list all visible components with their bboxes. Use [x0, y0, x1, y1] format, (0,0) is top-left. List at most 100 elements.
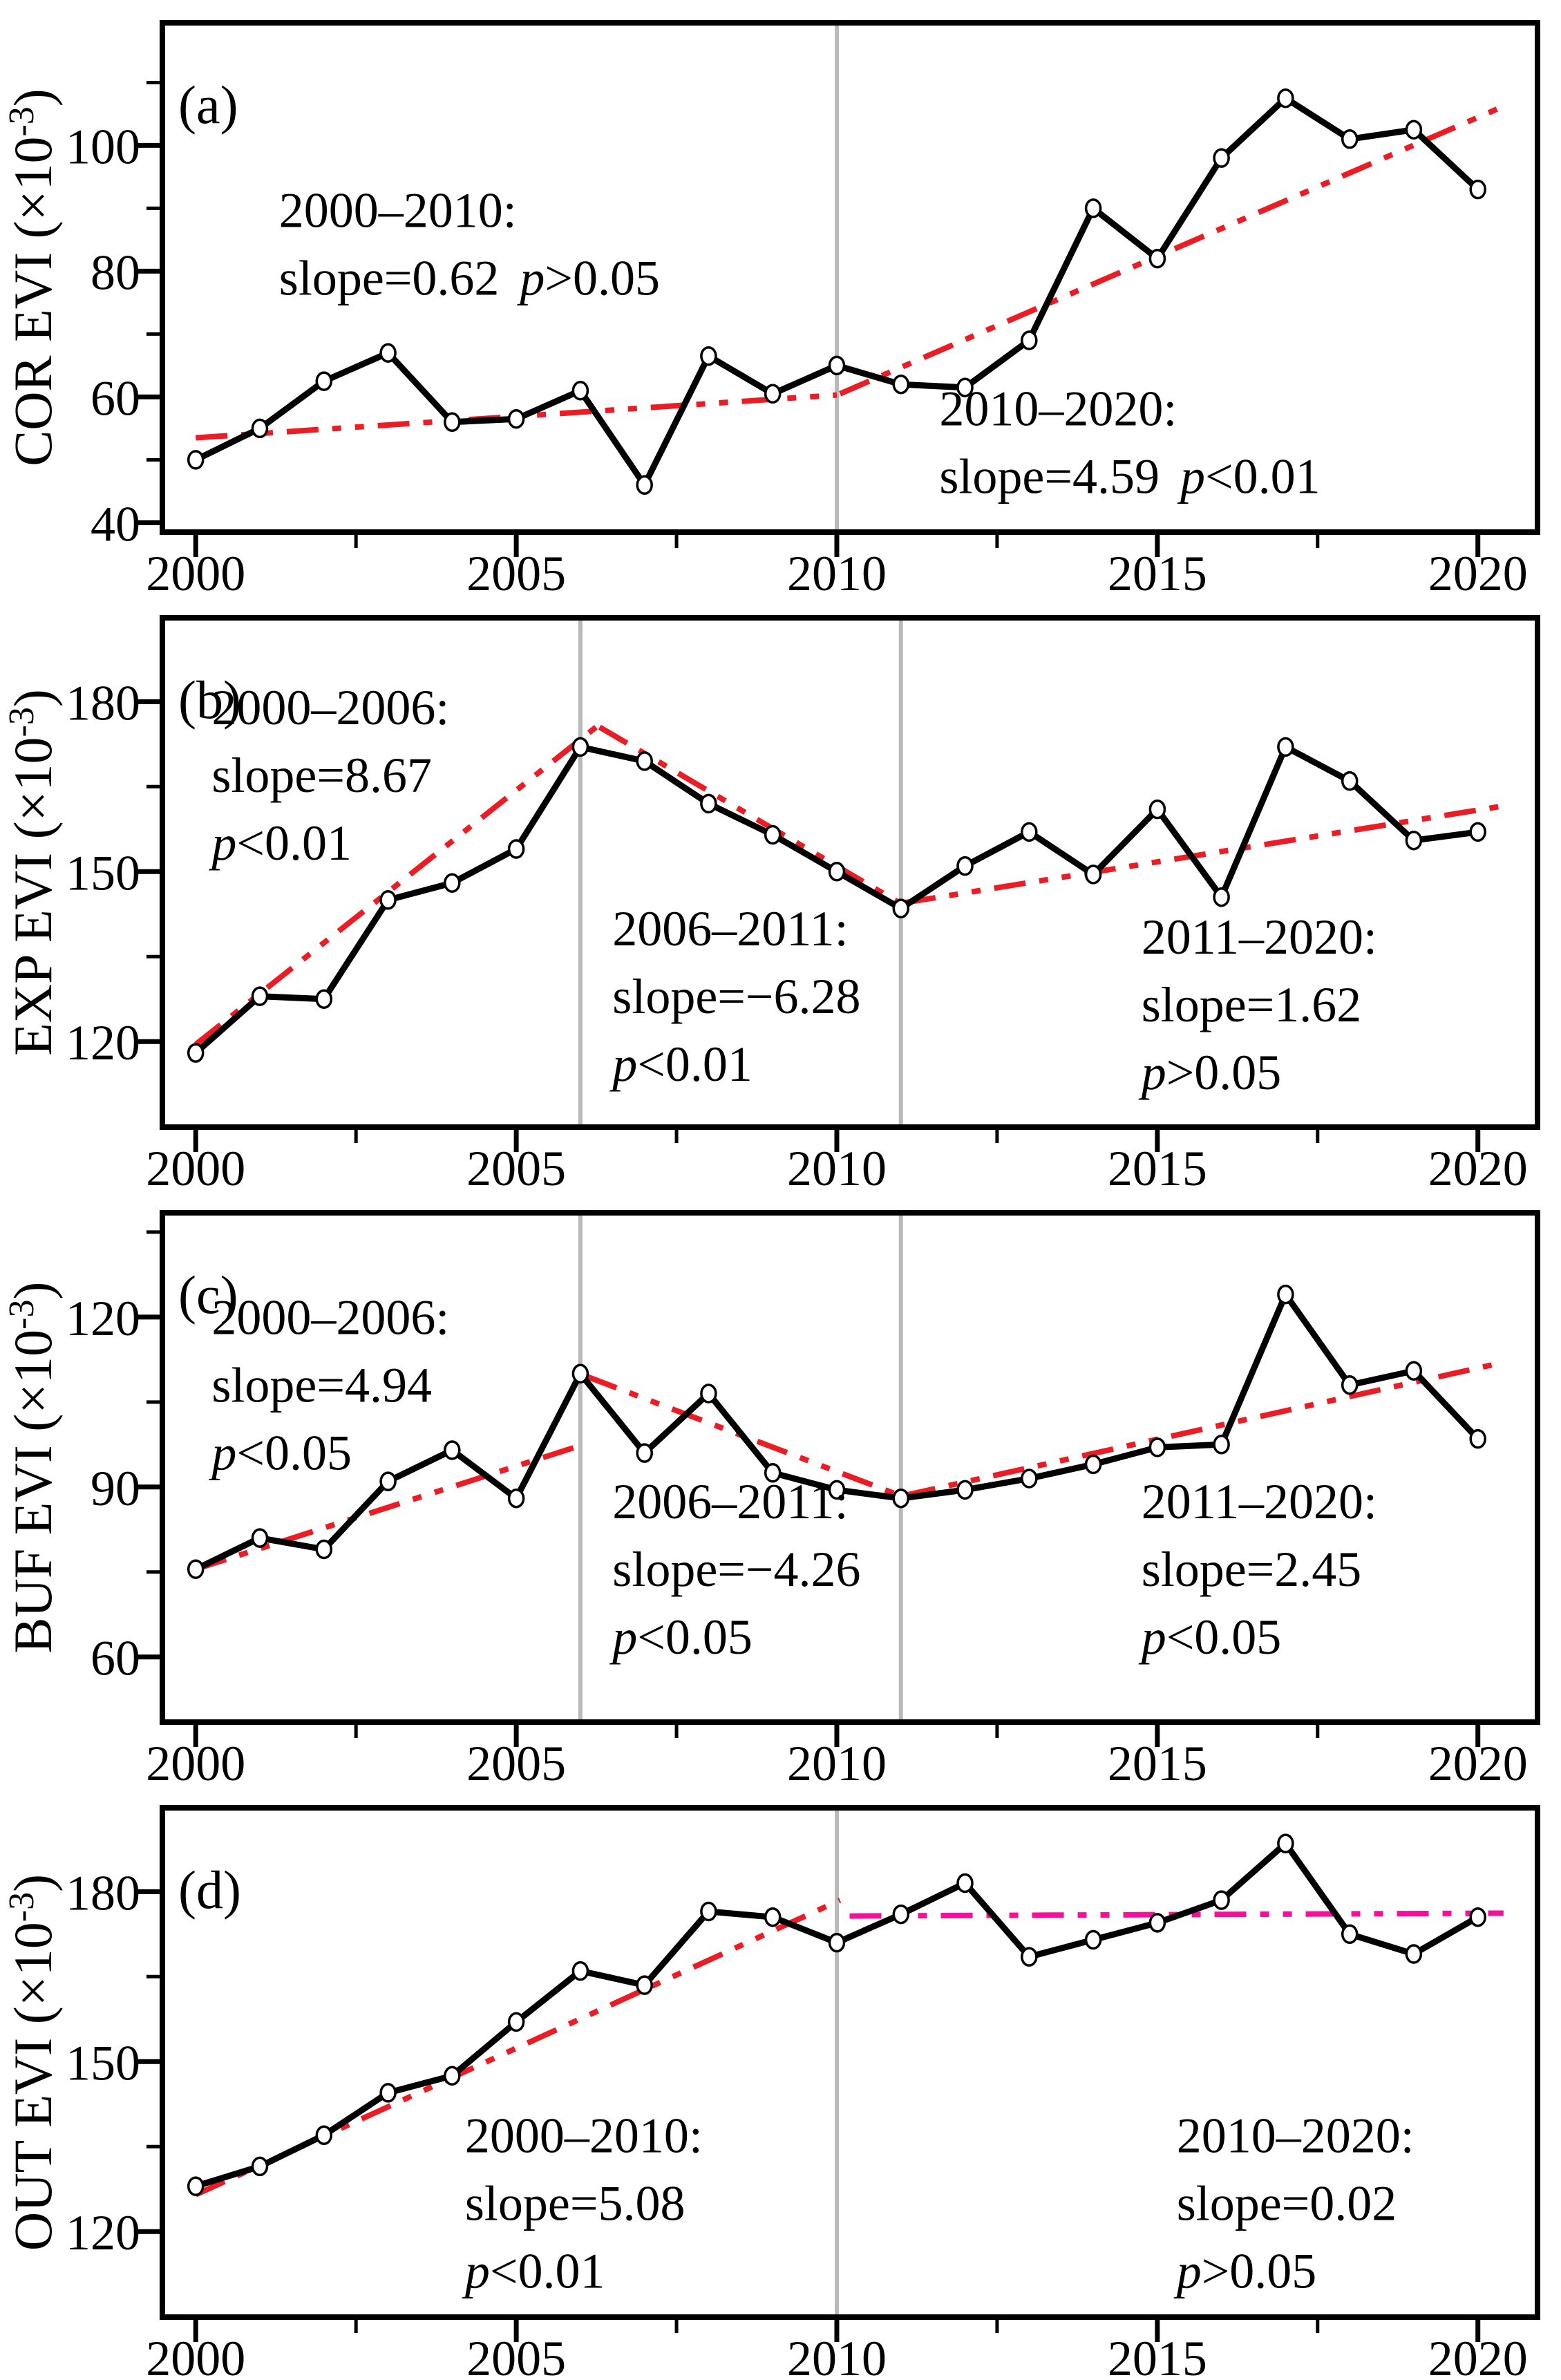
annotation-segment: 2010–2020: — [1177, 2108, 1415, 2163]
y-axis-label-text: ) — [3, 88, 63, 106]
data-point-marker — [1277, 88, 1294, 108]
data-point-marker — [700, 793, 717, 814]
data-point-marker — [251, 986, 269, 1006]
data-point-marker — [1021, 1947, 1038, 1967]
x-tick-label: 2005 — [466, 1736, 566, 1785]
panel-chart: 2000 2005 2010 2015 2020 60 90 120 (c)2000–2006:… — [2, 1210, 1540, 1785]
annotation-segment: 2000–2006: — [211, 680, 449, 735]
y-axis-label: OUT EVI (×10-3) — [2, 1874, 63, 2251]
data-point-marker — [1213, 148, 1230, 168]
panel-d: 2000 2005 2010 2015 2020 120 150 180 (d) 2000–201… — [0, 1785, 1561, 2380]
x-tick-label: 2005 — [466, 546, 566, 595]
y-tick-label: 120 — [66, 1291, 140, 1346]
annotation-pvalue: p — [1138, 1609, 1166, 1665]
annotation-text: p<0.05 — [208, 1425, 352, 1480]
x-tick-label: 2005 — [466, 1141, 566, 1190]
data-point-marker — [956, 1480, 974, 1500]
data-point-marker — [1341, 1375, 1359, 1395]
y-axis-label-text: ) — [3, 689, 63, 707]
annotation-pvalue: p — [208, 1425, 236, 1480]
annotation-segment: <0.05 — [1166, 1609, 1282, 1665]
annotation-text: slope=0.62 p>0.05 — [279, 251, 660, 306]
data-point-marker — [571, 381, 589, 401]
annotation-text: slope=−4.26 — [612, 1542, 860, 1597]
annotation-text: 2010–2020: — [1177, 2108, 1415, 2163]
data-point-marker — [892, 374, 910, 395]
panel-chart: 2000 2005 2010 2015 2020 120 150 180 (b)2000–200… — [2, 615, 1540, 1190]
data-point-marker — [956, 856, 974, 876]
data-point-marker — [1341, 771, 1359, 791]
y-axis-label-exponent: -3 — [2, 707, 41, 737]
y-axis-label-text: EXP EVI (×10 — [3, 737, 63, 1055]
data-point-marker — [507, 839, 525, 859]
data-point-marker — [571, 1363, 589, 1384]
data-point-marker — [1405, 120, 1423, 140]
panel-letter: (c) — [178, 1265, 238, 1325]
plot-frame — [160, 615, 1540, 1130]
data-point-marker — [571, 737, 589, 757]
annotation-text: p>0.05 — [1138, 1045, 1282, 1100]
x-tick-label: 2005 — [466, 2331, 566, 2380]
annotation-pvalue: p — [1177, 448, 1205, 504]
data-point-marker — [1084, 1929, 1102, 1950]
annotation-segment: <0.05 — [236, 1425, 352, 1480]
data-point-marker — [444, 2066, 461, 2086]
annotation-text: slope=8.67 — [211, 748, 432, 803]
annotation-segment: 2011–2020: — [1142, 1474, 1377, 1529]
annotation-segment: slope=5.08 — [465, 2175, 685, 2231]
y-axis-label-exponent: -3 — [2, 106, 41, 136]
data-point-marker — [1341, 129, 1359, 149]
annotation-text: 2000–2010: — [465, 2108, 703, 2163]
annotation-text: p<0.05 — [609, 1609, 753, 1665]
y-axis-label-text: COR EVI (×10 — [3, 137, 63, 466]
plot-frame — [160, 1805, 1540, 2320]
trend-line — [903, 804, 1501, 906]
data-point-marker — [507, 1488, 525, 1509]
annotation-pvalue: p — [1138, 1045, 1166, 1100]
data-point-marker — [187, 2176, 205, 2196]
data-point-marker — [1148, 248, 1166, 269]
annotation-text: p>0.05 — [1173, 2243, 1317, 2298]
trend-line — [903, 1359, 1504, 1498]
x-tick-label: 2015 — [1108, 2331, 1207, 2380]
data-point-marker — [444, 873, 461, 893]
y-axis-label: EXP EVI (×10-3) — [2, 689, 63, 1056]
annotation-segment: 2006–2011: — [612, 901, 848, 956]
annotation-text: 2011–2020: — [1142, 909, 1377, 965]
annotation-segment: <0.01 — [1205, 448, 1321, 504]
data-point-marker — [1084, 1454, 1102, 1475]
data-point-marker — [1277, 737, 1294, 757]
annotation-text: 2000–2010: — [279, 183, 517, 238]
data-point-marker — [1213, 1890, 1230, 1910]
data-point-marker — [828, 862, 846, 882]
trend-line — [193, 721, 602, 1047]
data-point-marker — [1469, 1428, 1486, 1449]
y-tick-label: 120 — [66, 1015, 140, 1070]
data-point-marker — [315, 989, 333, 1009]
data-point-marker — [700, 1901, 717, 1922]
data-point-marker — [1084, 198, 1102, 218]
data-point-marker — [1469, 179, 1486, 200]
annotation-segment: 2011–2020: — [1142, 909, 1377, 965]
annotation-text: p<0.01 — [462, 2243, 605, 2298]
annotation-segment: >0.05 — [1202, 2243, 1317, 2298]
data-point-marker — [251, 2156, 269, 2177]
y-tick-label: 180 — [66, 1865, 140, 1920]
panel-chart: 2000 2005 2010 2015 2020 120 150 180 (d) 2000–201… — [2, 1805, 1540, 2380]
data-point-marker — [187, 1559, 205, 1579]
data-point-marker — [1148, 799, 1166, 820]
annotation-text: slope=5.08 — [465, 2175, 685, 2231]
annotation-segment: 2006–2011: — [612, 1474, 848, 1529]
trend-line — [195, 1442, 585, 1572]
panel-letter: (b) — [178, 670, 241, 730]
x-tick-label: 2010 — [787, 546, 887, 595]
data-point-marker — [315, 2125, 333, 2146]
plot-frame — [160, 20, 1540, 535]
x-tick-label: 2010 — [787, 2331, 887, 2380]
data-point-marker — [379, 1471, 397, 1491]
trend-line — [585, 1374, 909, 1501]
annotation-text: 2010–2020: — [939, 381, 1177, 436]
data-point-marker — [892, 1488, 910, 1509]
y-tick-label: 100 — [66, 119, 140, 174]
panel-chart: 2000 2005 2010 2015 2020 40 60 80 100 (a) 2000–201… — [2, 20, 1540, 595]
